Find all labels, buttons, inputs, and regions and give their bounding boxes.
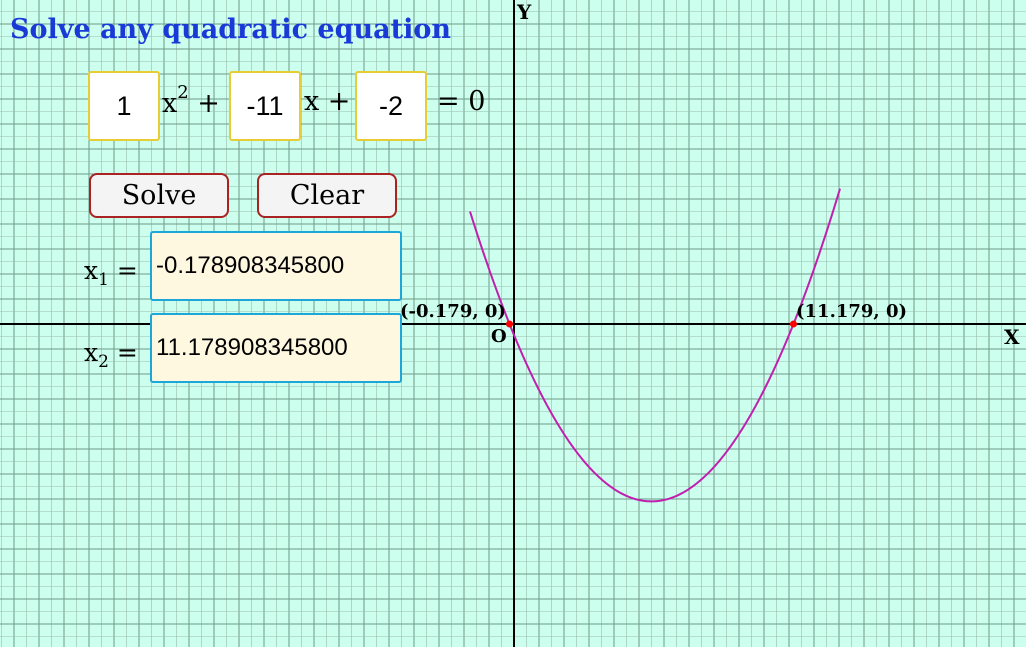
root1-label: (-0.179, 0) (400, 301, 506, 322)
coefficient-c-input[interactable]: -2 (355, 71, 427, 141)
origin-label: O (491, 326, 507, 347)
clear-button[interactable]: Clear (257, 173, 397, 218)
x2-result-field[interactable]: 11.178908345800 (150, 313, 402, 383)
x1-subscript: 1 (98, 270, 109, 290)
x1-result-field[interactable]: -0.178908345800 (150, 231, 402, 301)
x-squared-term: x2 + (162, 82, 220, 119)
x2-subscript: 2 (98, 352, 109, 372)
root2-label: (11.179, 0) (796, 301, 907, 322)
coefficient-b-input[interactable]: -11 (229, 71, 301, 141)
x2-exponent: 2 (177, 82, 189, 103)
x2-term-label: x (162, 88, 178, 119)
root2-point (789, 320, 797, 328)
solve-button[interactable]: Solve (89, 173, 229, 218)
x2-equals: = (108, 338, 138, 367)
equals-zero: = 0 (437, 86, 486, 117)
coefficient-a-input[interactable]: 1 (88, 71, 160, 141)
x-axis-label: X (1004, 325, 1020, 349)
plus-sign: + (188, 88, 220, 119)
page-title: Solve any quadratic equation (10, 14, 451, 45)
parabola-curve (469, 188, 841, 503)
x-term: x + (304, 86, 351, 117)
y-axis-label: Y (517, 0, 532, 24)
root1-point (506, 320, 514, 328)
x1-label: x1 = (84, 256, 138, 290)
x2-label-text: x (84, 338, 99, 367)
x1-label-text: x (84, 256, 99, 285)
x2-label: x2 = (84, 338, 138, 372)
x1-equals: = (108, 256, 138, 285)
